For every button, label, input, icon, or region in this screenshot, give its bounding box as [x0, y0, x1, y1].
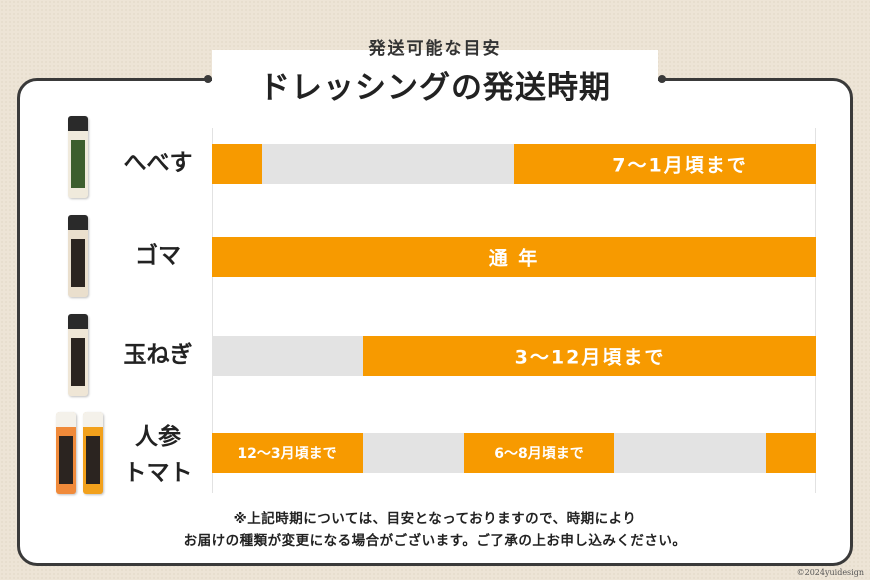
title-panel [212, 50, 658, 120]
row-label-hebesu: へべす [123, 150, 193, 176]
segment-label: 通 年 [488, 247, 540, 270]
tomato-bottle-icon [83, 412, 103, 494]
segment-label: 12～3月頃まで [237, 446, 337, 462]
available-segment [464, 433, 614, 473]
available-segment [212, 433, 363, 473]
row-label-onion: 玉ねぎ [123, 342, 193, 368]
onion-bottle-icon [68, 314, 88, 396]
row-label-goma: ゴマ [135, 243, 181, 269]
goma-bottle-icon [68, 215, 88, 297]
timeline-track-goma [212, 237, 816, 277]
carrot-bottle-icon [56, 412, 76, 494]
available-segment [766, 433, 816, 473]
available-segment [514, 144, 816, 184]
timeline-track-onion [212, 336, 816, 376]
title-dot-left [204, 75, 212, 83]
footnote-line2: お届けの種類が変更になる場合がございます。ご了承の上お申し込みください。 [183, 533, 687, 549]
row-label-carrot: 人参 [135, 424, 181, 450]
hebesu-bottle-icon [68, 116, 88, 198]
row-label-tomato: トマト [123, 460, 193, 486]
grid-line [212, 128, 213, 493]
segment-label: 7～1月頃まで [612, 154, 748, 177]
title-dot-right [658, 75, 666, 83]
segment-label: 3～12月頃まで [514, 346, 666, 369]
available-segment [212, 237, 816, 277]
segment-label: 6～8月頃まで [494, 446, 584, 462]
footnote-line1: ※上記時期については、目安となっておりますので、時期により [233, 511, 637, 527]
timeline-track-carrot-tomato [212, 433, 816, 473]
copyright: ©2024yuidesign [796, 568, 864, 577]
grid-line [815, 128, 816, 493]
timeline-track-hebesu [212, 144, 816, 184]
page-title: ドレッシングの発送時期 [259, 70, 611, 106]
page-subtitle: 発送可能な目安 [368, 39, 502, 59]
available-segment [212, 144, 262, 184]
available-segment [363, 336, 816, 376]
